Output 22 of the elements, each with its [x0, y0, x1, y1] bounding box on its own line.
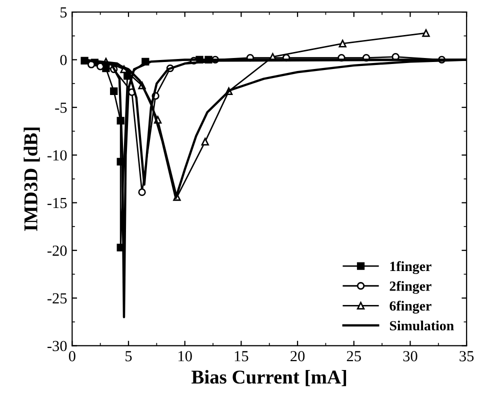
x-tick-label: 30: [403, 351, 418, 362]
y-tick-label: -15: [47, 198, 67, 208]
x-tick-label: 15: [234, 351, 248, 362]
y-tick-label: 0: [60, 54, 67, 66]
y-tick-label: 5: [60, 7, 67, 18]
legend-label: 6finger: [390, 300, 432, 314]
y-tick-label: -30: [47, 340, 67, 352]
legend-label: Simulation: [390, 320, 454, 330]
x-tick-label: 35: [460, 351, 474, 362]
y-tick-label: -5: [55, 102, 67, 113]
x-tick-label: 0: [68, 351, 76, 362]
x-tick-label: 10: [178, 351, 192, 362]
y-tick-label: -25: [47, 293, 67, 304]
y-axis-title: IMD3D [dB]: [24, 128, 40, 231]
legend-label: 1finger: [390, 261, 432, 274]
x-tick-label: 20: [290, 351, 305, 362]
y-tick-label: -10: [47, 150, 67, 161]
x-tick-label: 5: [126, 351, 132, 362]
legend-label: 2finger: [390, 280, 432, 294]
y-tick-label: -20: [47, 246, 67, 256]
x-tick-label: 25: [346, 351, 361, 362]
x-axis-title: Bias Current [mA]: [192, 370, 346, 386]
